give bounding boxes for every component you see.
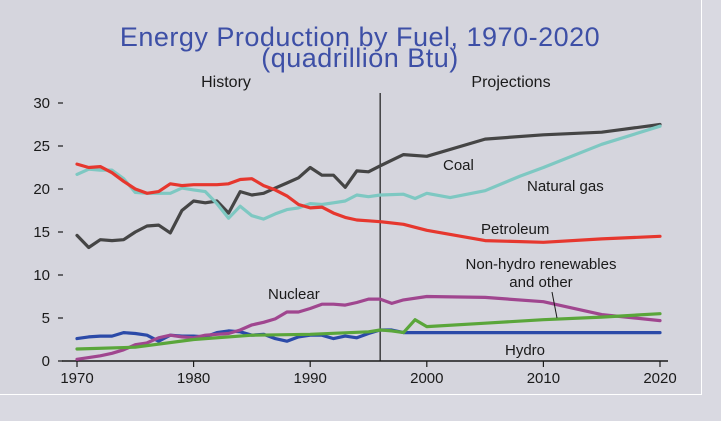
x-tick-label: 1980 — [177, 370, 210, 387]
petroleum-label: Petroleum — [481, 221, 549, 238]
y-tick-label: 0 — [42, 353, 50, 370]
x-tick-label: 2020 — [643, 370, 676, 387]
chart-annotations: History Projections Coal Natural gas Pet… — [201, 74, 616, 359]
x-tick-label: 1990 — [294, 370, 327, 387]
hydro-label: Hydro — [505, 342, 545, 359]
nuclear-label: Nuclear — [268, 286, 320, 303]
projections-label: Projections — [471, 74, 550, 91]
series-line-coal — [75, 122, 662, 250]
y-tick-label: 20 — [33, 181, 50, 198]
series-line-nuclear — [75, 294, 662, 361]
y-tick-label: 15 — [33, 224, 50, 241]
chart-subtitle: (quadrillion Btu) — [261, 43, 459, 73]
x-tick-label: 2000 — [410, 370, 443, 387]
renewables-label-line2: and other — [509, 274, 572, 291]
y-tick-label: 25 — [33, 138, 50, 155]
x-tick-label: 1970 — [60, 370, 93, 387]
series-line-petroleum — [75, 162, 662, 244]
y-tick-label: 30 — [33, 95, 50, 112]
y-tick-label: 10 — [33, 267, 50, 284]
chart-axes: 0 5 10 15 20 25 30 1970 1980 1990 2000 2010 2020 — [33, 93, 677, 387]
coal-label: Coal — [443, 157, 474, 174]
series-lines — [75, 122, 662, 361]
natural-gas-label: Natural gas — [527, 178, 604, 195]
series-line-non-hydro-renewables-and-other — [75, 312, 662, 351]
x-tick-label: 2010 — [527, 370, 560, 387]
chart-title: Energy Production by Fuel, 1970-2020 — [119, 22, 601, 52]
y-tick-label: 5 — [42, 310, 50, 327]
history-label: History — [201, 74, 251, 91]
renewables-label-line1: Non-hydro renewables — [466, 256, 617, 273]
renewables-leader-line — [551, 291, 558, 319]
